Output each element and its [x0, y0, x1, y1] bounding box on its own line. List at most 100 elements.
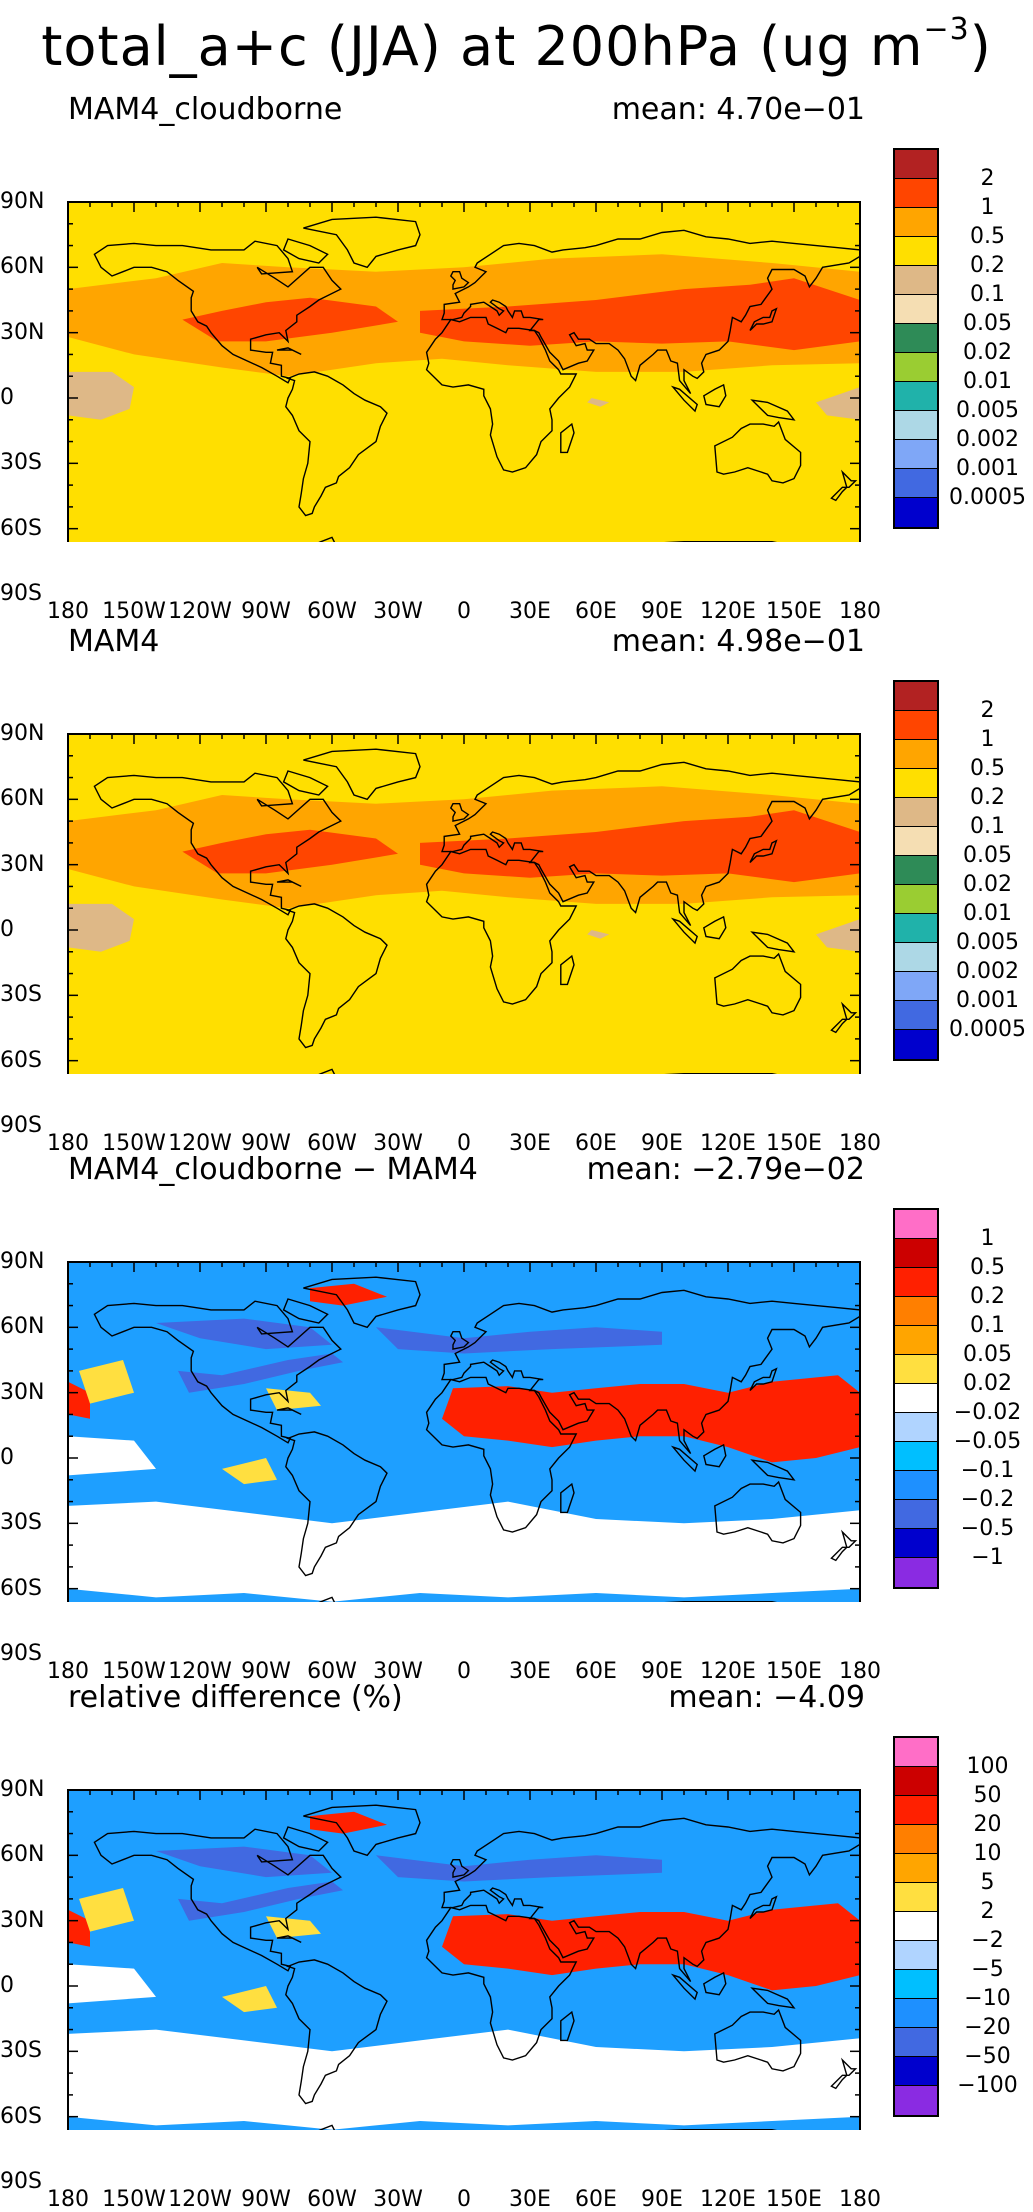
contour-region — [68, 1436, 156, 1476]
colorbar-label: 0.0005 — [949, 485, 1026, 510]
lon-label: 60W — [307, 1131, 357, 1156]
lon-label: 150E — [766, 599, 822, 624]
colorbar-swatch — [895, 1297, 937, 1326]
coastline — [441, 229, 861, 395]
coastline — [749, 1367, 778, 1391]
colorbar-label: 0.5 — [970, 224, 1005, 249]
colorbar-swatch — [895, 1738, 937, 1767]
panel-mean: mean: −2.79e−02 — [586, 1152, 865, 1187]
colorbar-label: 0.5 — [970, 1255, 1005, 1280]
coastline — [749, 1895, 778, 1919]
colorbar-label: 0.1 — [970, 282, 1005, 307]
lat-label: 90N — [0, 189, 45, 214]
colorbar-label: 0.002 — [956, 959, 1019, 984]
lon-label: 30W — [373, 2187, 423, 2212]
contour-region — [420, 810, 860, 883]
lat-label: 90S — [0, 1641, 42, 1666]
map-background — [68, 734, 860, 1074]
coastline — [750, 1987, 796, 2009]
colorbar-label: −20 — [964, 2015, 1011, 2040]
panel-mean: mean: −4.09 — [668, 1680, 865, 1715]
colorbar-label: 5 — [980, 1870, 995, 1895]
coastline — [285, 903, 388, 1049]
colorbar-label: −100 — [957, 2073, 1018, 2098]
colorbar-swatch — [895, 711, 937, 740]
figure-title-close: ) — [969, 15, 992, 78]
lon-label: 30E — [509, 1131, 551, 1156]
lon-label: 180 — [839, 1131, 881, 1156]
lat-label: 30N — [0, 1907, 45, 1933]
lon-label: 120W — [168, 2187, 232, 2212]
contour-region — [156, 1846, 332, 1878]
coastline — [285, 1431, 388, 1577]
colorbar-swatch — [895, 411, 937, 440]
lon-label: 150E — [766, 2187, 822, 2212]
colorbar-label: −1 — [971, 1545, 1004, 1570]
coastline — [441, 1817, 861, 1983]
colorbar-label: 0.2 — [970, 785, 1005, 810]
colorbar-swatch — [895, 237, 937, 266]
coastline — [749, 307, 778, 331]
colorbar-swatch — [895, 353, 937, 382]
lat-label: 30S — [0, 1510, 42, 1536]
contour-region — [376, 1327, 662, 1354]
colorbar-swatch — [895, 382, 937, 411]
coastline — [282, 238, 329, 264]
colorbar-swatch — [895, 1326, 937, 1355]
colorbar-label: 0.01 — [963, 901, 1012, 926]
colorbar-label: 0.002 — [956, 427, 1019, 452]
lon-label: 0 — [457, 599, 471, 624]
coastline — [425, 1904, 578, 2061]
contour-region — [376, 1855, 662, 1882]
colorbar-swatch — [895, 972, 937, 1001]
colorbar-swatch — [895, 682, 937, 711]
colorbar-label: 0.02 — [963, 340, 1012, 365]
colorbar-swatch — [895, 1268, 937, 1297]
coastline — [830, 469, 858, 502]
lon-label: 120W — [168, 599, 232, 624]
lon-label: 60E — [575, 1131, 617, 1156]
colorbar-label: 0.001 — [956, 456, 1019, 481]
lon-label: 90W — [241, 2187, 291, 2212]
contour-region — [68, 903, 134, 952]
panel-title: relative difference (%) — [68, 1680, 403, 1715]
coastline — [425, 1376, 578, 1533]
lat-label: 0 — [0, 917, 14, 942]
lon-label: 180 — [47, 1659, 89, 1684]
coastline — [276, 347, 302, 356]
lon-label: 150W — [102, 599, 166, 624]
colorbar-label: 0.05 — [963, 843, 1012, 868]
lon-label: 0 — [457, 2187, 471, 2212]
lon-label: 90E — [641, 2187, 683, 2212]
colorbar-label: 50 — [973, 1783, 1002, 1808]
coastline — [702, 915, 727, 940]
lat-label: 60N — [0, 786, 45, 812]
panel-mean: mean: 4.98e−01 — [611, 624, 865, 659]
lat-label: 30N — [0, 851, 45, 877]
lat-label: 30N — [0, 319, 45, 345]
lon-label: 90W — [241, 1131, 291, 1156]
lon-label: 0 — [457, 1659, 471, 1684]
lon-label: 90W — [241, 1659, 291, 1684]
lat-label: 0 — [0, 1445, 14, 1470]
colorbar — [893, 148, 939, 529]
lat-label: 60N — [0, 254, 45, 280]
colorbar-swatch — [895, 208, 937, 237]
colorbar-label: −50 — [964, 2044, 1011, 2069]
colorbar — [893, 1208, 939, 1589]
colorbar-swatch — [895, 1442, 937, 1471]
lon-label: 60W — [307, 2187, 357, 2212]
coastline — [93, 240, 342, 384]
colorbar — [893, 680, 939, 1061]
colorbar-label: 1 — [980, 195, 995, 220]
colorbar-label: 2 — [980, 1899, 995, 1924]
lat-label: 90N — [0, 721, 45, 746]
coastline — [560, 422, 575, 454]
map-panel: relative difference (%) mean: −4.09 90N 60N… — [0, 1680, 1033, 2212]
contour-region — [587, 398, 610, 407]
colorbar-swatch — [895, 469, 937, 498]
colorbar-swatch — [895, 1796, 937, 1825]
lon-label: 60E — [575, 2187, 617, 2212]
lat-label: 60S — [0, 1575, 42, 1601]
lon-label: 120E — [700, 1659, 756, 1684]
